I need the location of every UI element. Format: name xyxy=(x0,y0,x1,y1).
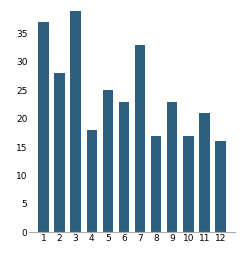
Bar xyxy=(54,73,65,232)
Bar xyxy=(70,11,81,232)
Bar xyxy=(103,90,113,232)
Bar xyxy=(135,45,145,232)
Bar xyxy=(151,136,161,232)
Bar xyxy=(86,130,97,232)
Bar xyxy=(167,102,178,232)
Bar xyxy=(119,102,129,232)
Bar xyxy=(183,136,194,232)
Bar xyxy=(38,22,49,232)
Bar xyxy=(215,141,226,232)
Bar xyxy=(199,113,210,232)
